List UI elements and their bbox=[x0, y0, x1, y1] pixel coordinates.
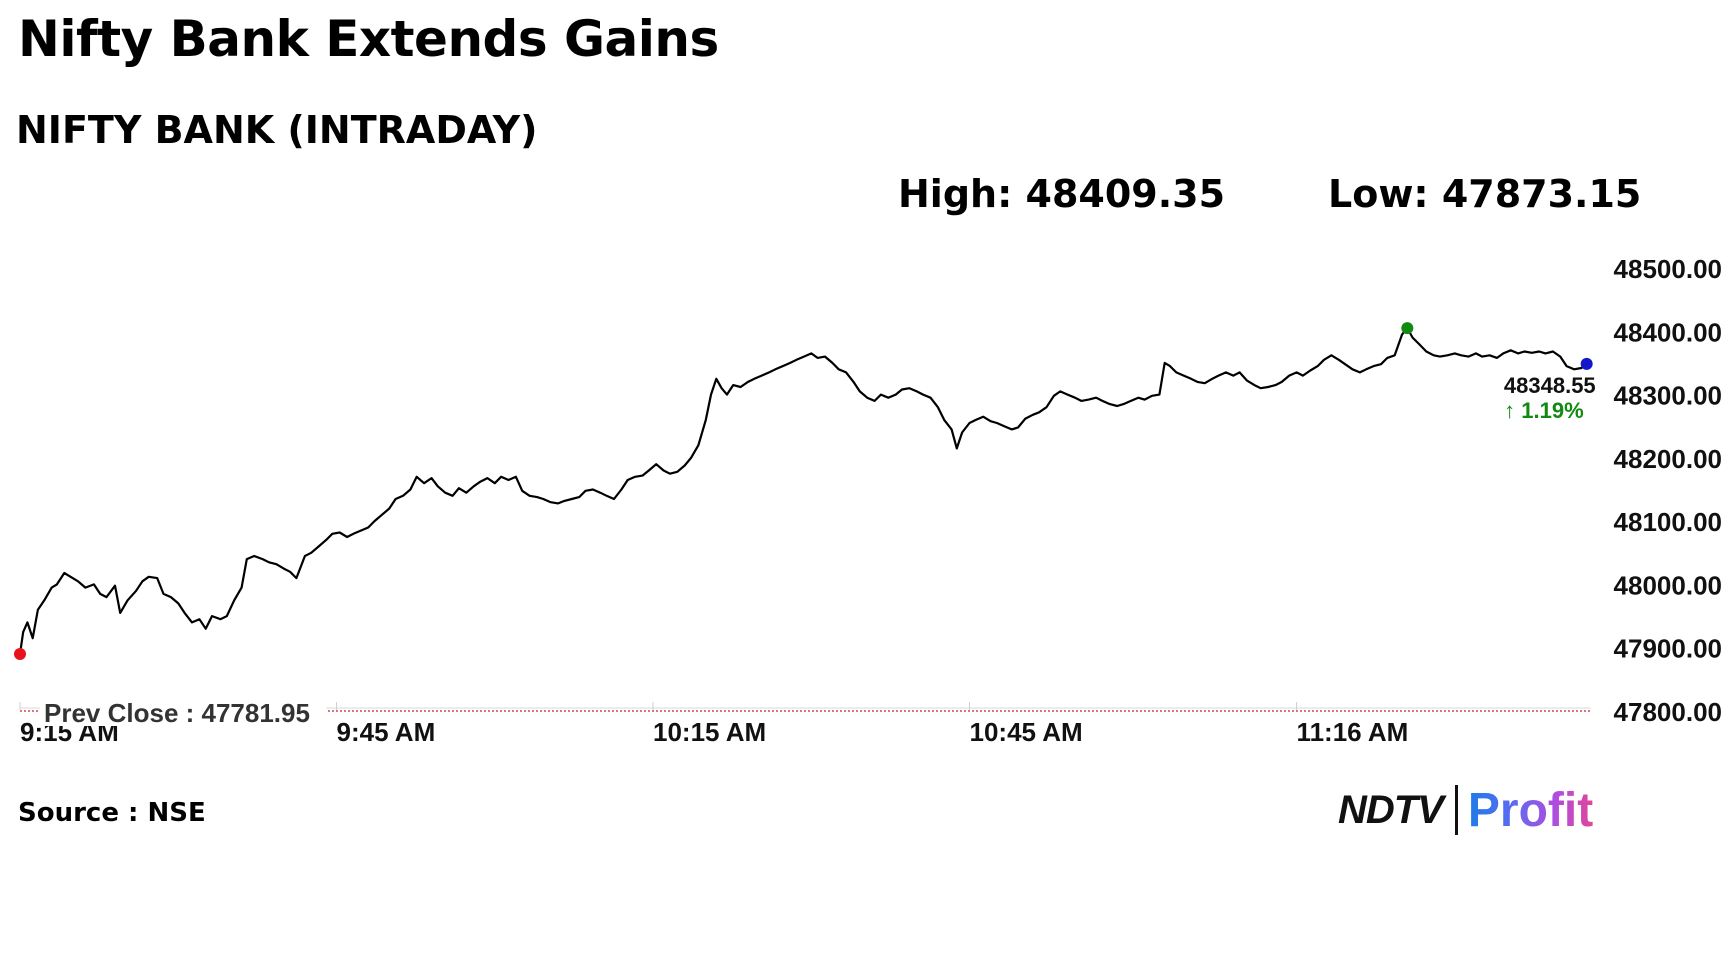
chart-subtitle: NIFTY BANK (INTRADAY) bbox=[16, 108, 538, 152]
logo-profit-text: Profit bbox=[1467, 783, 1594, 837]
y-tick-label: 48300.00 bbox=[1614, 381, 1722, 411]
price-series-line bbox=[18, 327, 1588, 655]
y-tick-label: 47800.00 bbox=[1614, 697, 1722, 727]
headline: Nifty Bank Extends Gains bbox=[18, 10, 719, 68]
logo-ndtv-text: NDTV bbox=[1338, 787, 1444, 832]
y-tick-label: 48200.00 bbox=[1614, 444, 1722, 474]
y-tick-label: 48400.00 bbox=[1614, 317, 1722, 347]
last-value-label: 48348.55 bbox=[1504, 373, 1596, 398]
source-note: Source : NSE bbox=[18, 798, 206, 828]
y-tick-label: 48100.00 bbox=[1614, 507, 1722, 537]
start-marker bbox=[14, 648, 26, 661]
y-tick-label: 48000.00 bbox=[1614, 570, 1722, 600]
y-tick-label: 47900.00 bbox=[1614, 634, 1722, 664]
high-value: High: 48409.35 bbox=[898, 172, 1226, 216]
x-tick-label: 9:45 AM bbox=[337, 717, 436, 747]
x-tick-label: 10:15 AM bbox=[653, 717, 766, 747]
x-tick-label: 11:16 AM bbox=[1297, 717, 1409, 747]
x-tick-label: 10:45 AM bbox=[970, 717, 1083, 747]
low-value: Low: 47873.15 bbox=[1328, 172, 1642, 216]
high-marker bbox=[1401, 322, 1414, 335]
prev-close-label-bg bbox=[40, 696, 326, 726]
prev-close-label: Prev Close : 47781.95 bbox=[44, 698, 310, 728]
change-percent-label: ↑ 1.19% bbox=[1504, 398, 1584, 423]
y-tick-label: 48500.00 bbox=[1614, 254, 1722, 284]
logo-divider bbox=[1454, 785, 1458, 835]
last-marker bbox=[1580, 357, 1593, 370]
ndtv-profit-logo: NDTV Profit bbox=[1338, 780, 1593, 840]
